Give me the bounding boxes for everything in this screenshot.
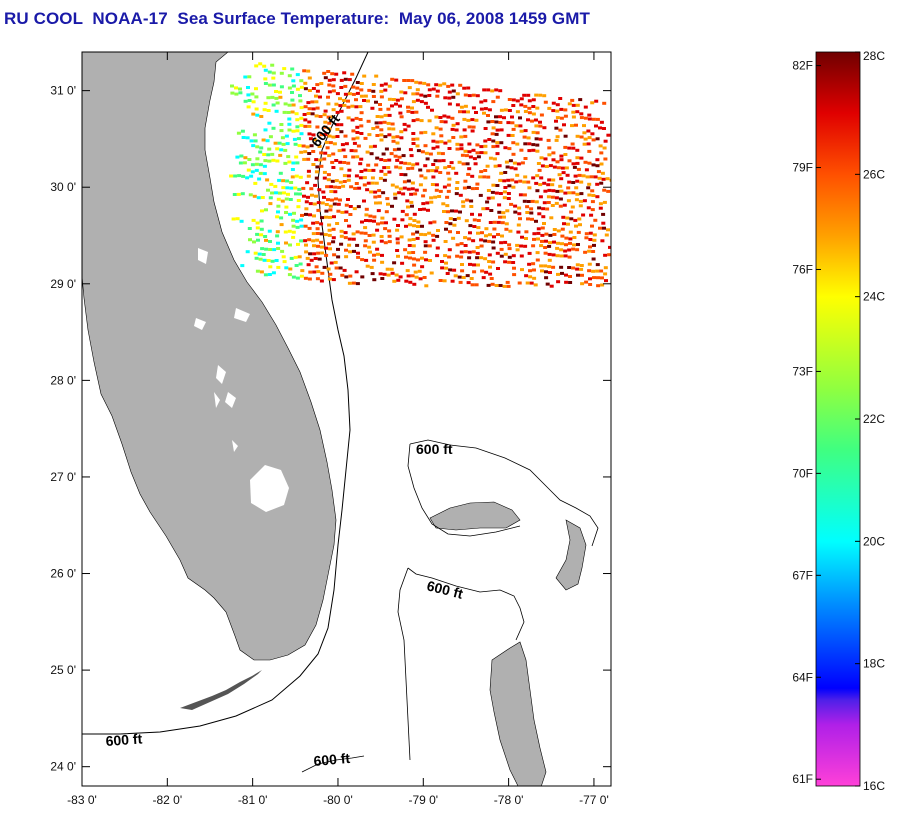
lon-tick-label-5: -78 0' — [494, 793, 524, 807]
lat-tick-label-6: 25 0' — [50, 663, 76, 677]
little-bahama-bank — [429, 501, 521, 531]
colorbar-fahrenheit-label-3: 73F — [792, 364, 813, 378]
latitude-axis: 31 0' 30 0' 29 0' 28 0' 27 0' 26 0' 25 0' 24 0' — [50, 84, 611, 774]
colorbar-fahrenheit-label-7: 61F — [792, 772, 813, 786]
colorbar-celsius-label-3: 22C — [863, 412, 885, 426]
colorbar-celsius-label-2: 24C — [863, 290, 885, 304]
colorbar-fahrenheit-label-6: 64F — [792, 670, 813, 684]
lon-tick-label-1: -82 0' — [152, 793, 182, 807]
lat-tick-label-3: 28 0' — [50, 373, 76, 387]
cay-sal-reef — [301, 755, 365, 773]
colorbar-celsius-label-6: 16C — [863, 779, 885, 793]
colorbar-fahrenheit-label-0: 82F — [792, 59, 813, 73]
bahamas-north-reef — [407, 439, 599, 547]
sst-pixel-swath — [229, 62, 611, 288]
colorbar-fahrenheit-label-5: 67F — [792, 568, 813, 582]
colorbar-fahrenheit-labels: 82F 79F 76F 73F 70F 67F 64F 61F — [792, 59, 821, 786]
colorbar-celsius-label-1: 26C — [863, 167, 885, 181]
temperature-colorbar: 28C 26C 24C 22C 20C 18C 16C 82F 79F 76F 73F 70F 67F… — [792, 49, 885, 793]
abaco-island — [555, 519, 587, 591]
colorbar-celsius-label-0: 28C — [863, 49, 885, 63]
map-frame — [81, 51, 612, 787]
colorbar-gradient — [815, 51, 861, 787]
lat-tick-label-7: 24 0' — [50, 760, 76, 774]
lat-tick-label-2: 29 0' — [50, 277, 76, 291]
colorbar-fahrenheit-label-2: 76F — [792, 262, 813, 276]
lon-tick-label-0: -83 0' — [67, 793, 97, 807]
lat-tick-label-1: 30 0' — [50, 180, 76, 194]
contour-label-south: 600 ft — [313, 750, 351, 769]
colorbar-fahrenheit-label-4: 70F — [792, 466, 813, 480]
lat-tick-label-4: 27 0' — [50, 470, 76, 484]
longitude-axis: -83 0' -82 0' -81 0' -80 0' -79 0' -78 0' -77 … — [67, 52, 609, 807]
lon-tick-label-3: -80 0' — [323, 793, 353, 807]
lon-tick-label-6: -77 0' — [579, 793, 609, 807]
map-title: RU COOL NOAA-17 Sea Surface Temperature:… — [4, 9, 590, 28]
colorbar-fahrenheit-label-1: 79F — [792, 161, 813, 175]
lon-tick-label-2: -81 0' — [238, 793, 268, 807]
andros-island — [489, 641, 547, 786]
contour-label-west: 600 ft — [105, 730, 143, 749]
lat-tick-label-5: 26 0' — [50, 567, 76, 581]
colorbar-celsius-label-5: 18C — [863, 657, 885, 671]
florida-keys — [180, 670, 262, 710]
bahamas-great-bank-reef — [397, 567, 525, 761]
lon-tick-label-4: -79 0' — [408, 793, 438, 807]
lake-okeechobee — [250, 465, 289, 512]
colorbar-celsius-labels: 28C 26C 24C 22C 20C 18C 16C — [855, 49, 885, 793]
contour-label-bahamas-north: 600 ft — [416, 441, 453, 457]
lat-tick-label-0: 31 0' — [50, 84, 76, 98]
colorbar-celsius-label-4: 20C — [863, 534, 885, 548]
